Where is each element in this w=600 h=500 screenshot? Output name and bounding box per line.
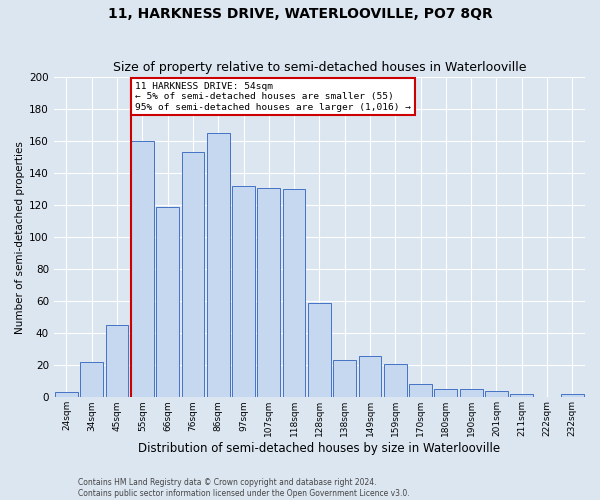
Bar: [182, 152, 204, 398]
Bar: [460, 390, 482, 398]
Text: 11, HARKNESS DRIVE, WATERLOOVILLE, PO7 8QR: 11, HARKNESS DRIVE, WATERLOOVILLE, PO7 8…: [107, 8, 493, 22]
Bar: [561, 394, 584, 398]
Bar: [485, 391, 508, 398]
Title: Size of property relative to semi-detached houses in Waterlooville: Size of property relative to semi-detach…: [113, 62, 526, 74]
Bar: [55, 392, 78, 398]
Y-axis label: Number of semi-detached properties: Number of semi-detached properties: [15, 140, 25, 334]
Bar: [334, 360, 356, 398]
Bar: [308, 303, 331, 398]
Bar: [359, 356, 382, 398]
Bar: [106, 325, 128, 398]
X-axis label: Distribution of semi-detached houses by size in Waterlooville: Distribution of semi-detached houses by …: [139, 442, 500, 455]
Text: 11 HARKNESS DRIVE: 54sqm
← 5% of semi-detached houses are smaller (55)
95% of se: 11 HARKNESS DRIVE: 54sqm ← 5% of semi-de…: [135, 82, 411, 112]
Bar: [283, 189, 305, 398]
Text: Contains HM Land Registry data © Crown copyright and database right 2024.
Contai: Contains HM Land Registry data © Crown c…: [78, 478, 410, 498]
Bar: [409, 384, 432, 398]
Bar: [384, 364, 407, 398]
Bar: [257, 188, 280, 398]
Bar: [131, 141, 154, 398]
Bar: [80, 362, 103, 398]
Bar: [434, 390, 457, 398]
Bar: [511, 394, 533, 398]
Bar: [156, 207, 179, 398]
Bar: [232, 186, 255, 398]
Bar: [207, 133, 230, 398]
